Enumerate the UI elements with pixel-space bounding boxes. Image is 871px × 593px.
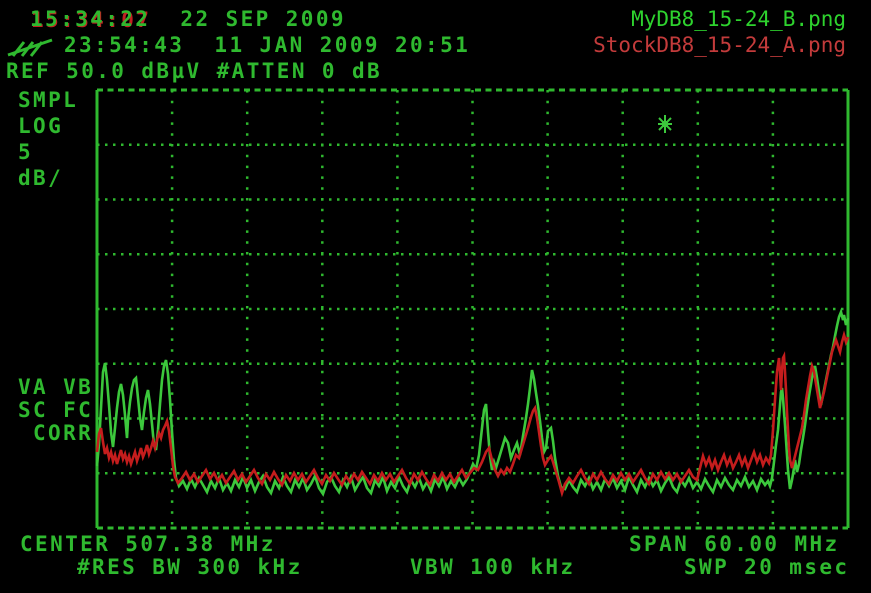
annunciator-log: LOG [18,114,64,138]
annunciator-scale: 5 [18,140,34,164]
timestamp-trace-a: 23:54:43 11 JAN 2009 20:51 [64,33,471,57]
file-label-a: StockDB8_15-24_A.png [593,33,846,57]
trace-a [95,330,850,498]
annunciator-corr: CORR [33,421,94,445]
marker-asterisk-icon [658,115,672,133]
vbw-label: VBW 100 kHz [410,555,576,579]
annunciator-va-vb: VA VB [18,375,94,399]
timestamp-b: 15:34:22 22 SEP 2009 [30,7,346,31]
sweep-label: SWP 20 msec [684,555,850,579]
signature-icon [7,38,53,57]
ref-atten-line: REF 50.0 dBµV #ATTEN 0 dB [6,59,383,83]
file-label-b: MyDB8_15-24_B.png [631,7,846,31]
annunciator-smpl: SMPL [18,88,79,112]
marker-center [662,121,668,127]
res-bw-label: #RES BW 300 kHz [77,555,303,579]
span-label: SPAN 60.00 MHz [629,532,840,556]
center-freq-label: CENTER 507.38 MHz [20,532,276,556]
annunciator-dbdiv: dB/ [18,166,64,190]
trace-b [95,307,850,497]
timestamp-a-overlay: 15:34:07 [31,8,152,32]
annunciator-sc-fc: SC FC [18,398,94,422]
